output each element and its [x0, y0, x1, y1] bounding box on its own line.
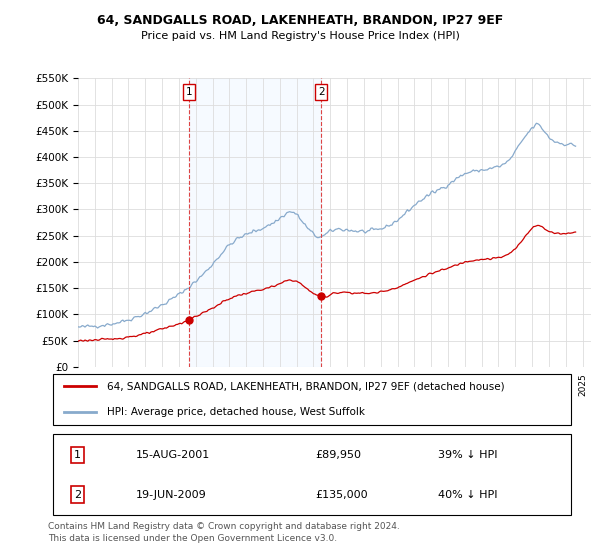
Text: 2: 2 — [74, 489, 81, 500]
Text: HPI: Average price, detached house, West Suffolk: HPI: Average price, detached house, West… — [107, 407, 365, 417]
Text: 19-JUN-2009: 19-JUN-2009 — [136, 489, 207, 500]
Bar — [190, 78, 321, 367]
Text: 64, SANDGALLS ROAD, LAKENHEATH, BRANDON, IP27 9EF (detached house): 64, SANDGALLS ROAD, LAKENHEATH, BRANDON,… — [107, 381, 505, 391]
Text: 64, SANDGALLS ROAD, LAKENHEATH, BRANDON, IP27 9EF: 64, SANDGALLS ROAD, LAKENHEATH, BRANDON,… — [97, 14, 503, 27]
Text: Contains HM Land Registry data © Crown copyright and database right 2024.
This d: Contains HM Land Registry data © Crown c… — [48, 522, 400, 543]
Text: Price paid vs. HM Land Registry's House Price Index (HPI): Price paid vs. HM Land Registry's House … — [140, 31, 460, 41]
Text: £135,000: £135,000 — [315, 489, 368, 500]
FancyBboxPatch shape — [53, 374, 571, 426]
Text: 40% ↓ HPI: 40% ↓ HPI — [438, 489, 497, 500]
Text: 1: 1 — [186, 87, 193, 97]
Text: 15-AUG-2001: 15-AUG-2001 — [136, 450, 211, 460]
Text: £89,950: £89,950 — [315, 450, 361, 460]
Text: 1: 1 — [74, 450, 81, 460]
Text: 2: 2 — [318, 87, 325, 97]
Text: 39% ↓ HPI: 39% ↓ HPI — [438, 450, 497, 460]
FancyBboxPatch shape — [53, 434, 571, 515]
